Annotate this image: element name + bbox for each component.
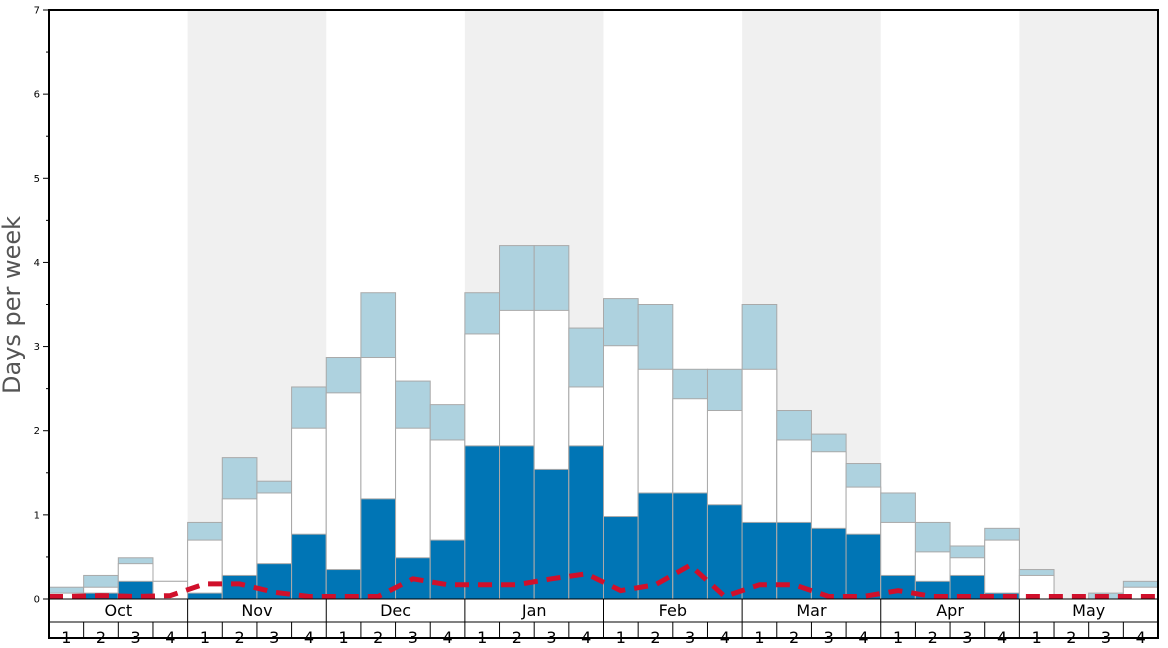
bar-dark [429, 539, 466, 600]
week-label: 2 [1066, 628, 1076, 647]
week-label: 3 [408, 628, 418, 647]
week-label: 2 [512, 628, 522, 647]
bar-dark [187, 592, 223, 600]
week-label: 2 [96, 628, 106, 647]
bar-dark [360, 498, 397, 600]
week-label: 3 [269, 628, 279, 647]
month-label-oct: Oct [104, 601, 132, 620]
month-label-mar: Mar [796, 601, 827, 620]
bar-dark [706, 504, 743, 600]
week-label: 1 [1032, 628, 1042, 647]
month-label-apr: Apr [936, 601, 964, 620]
bar-dark [741, 521, 778, 600]
y-tick-label: 5 [34, 174, 40, 185]
bar-dark [221, 574, 258, 600]
week-label: 4 [997, 628, 1007, 647]
month-label-jan: Jan [521, 601, 547, 620]
bar-mid [984, 539, 1020, 600]
month-label-dec: Dec [380, 601, 411, 620]
month-label-nov: Nov [241, 601, 272, 620]
y-tick-label: 3 [34, 342, 40, 353]
y-tick-label: 4 [34, 258, 40, 269]
y-tick-label: 7 [34, 6, 40, 17]
y-axis-label: Days per week [0, 216, 26, 394]
month-label-may: May [1072, 601, 1105, 620]
month-shade-may [1019, 10, 1158, 599]
week-label: 2 [650, 628, 660, 647]
bar-dark [464, 445, 501, 600]
week-label: 2 [789, 628, 799, 647]
week-label: 3 [1101, 628, 1111, 647]
series-line [49, 562, 1158, 600]
week-label: 4 [858, 628, 868, 647]
y-tick-label: 2 [34, 426, 40, 437]
week-label: 1 [893, 628, 903, 647]
week-label: 4 [1136, 628, 1146, 647]
week-label: 4 [165, 628, 175, 647]
week-label: 4 [720, 628, 730, 647]
y-tick-label: 6 [34, 90, 40, 101]
bar-dark [672, 492, 708, 600]
week-label: 3 [962, 628, 972, 647]
week-label: 2 [928, 628, 938, 647]
week-label: 1 [616, 628, 626, 647]
week-label: 1 [200, 628, 210, 647]
month-label-feb: Feb [659, 601, 687, 620]
bar-dark [499, 445, 535, 600]
y-axis: 0 1 2 3 4 5 6 7 [34, 6, 49, 606]
week-label: 4 [442, 628, 452, 647]
week-label: 1 [477, 628, 487, 647]
bar-mid [325, 392, 362, 600]
bar-dark [603, 516, 639, 600]
week-label: 1 [61, 628, 71, 647]
y-tick-label: 0 [34, 595, 40, 606]
week-label: 3 [131, 628, 141, 647]
bar-dark [637, 492, 674, 600]
week-label: 2 [373, 628, 383, 647]
bar-dark [845, 533, 882, 600]
week-label: 3 [685, 628, 695, 647]
week-label: 3 [546, 628, 556, 647]
line-layer [49, 562, 1158, 600]
bar-dark [291, 533, 327, 600]
y-tick-label: 1 [34, 510, 40, 521]
bar-dark [810, 527, 847, 600]
week-label: 3 [824, 628, 834, 647]
week-label: 4 [581, 628, 591, 647]
bars-layer [48, 245, 1159, 600]
week-label: 1 [338, 628, 348, 647]
week-label: 1 [754, 628, 764, 647]
week-label: 4 [304, 628, 314, 647]
week-label: 2 [235, 628, 245, 647]
x-axis: Oct Nov Dec Jan Feb Mar Apr May 1 2 3 4 1 2 3 4 1 2 3 4 1 2 3 4… [61, 599, 1146, 647]
bar-dark [880, 574, 916, 600]
